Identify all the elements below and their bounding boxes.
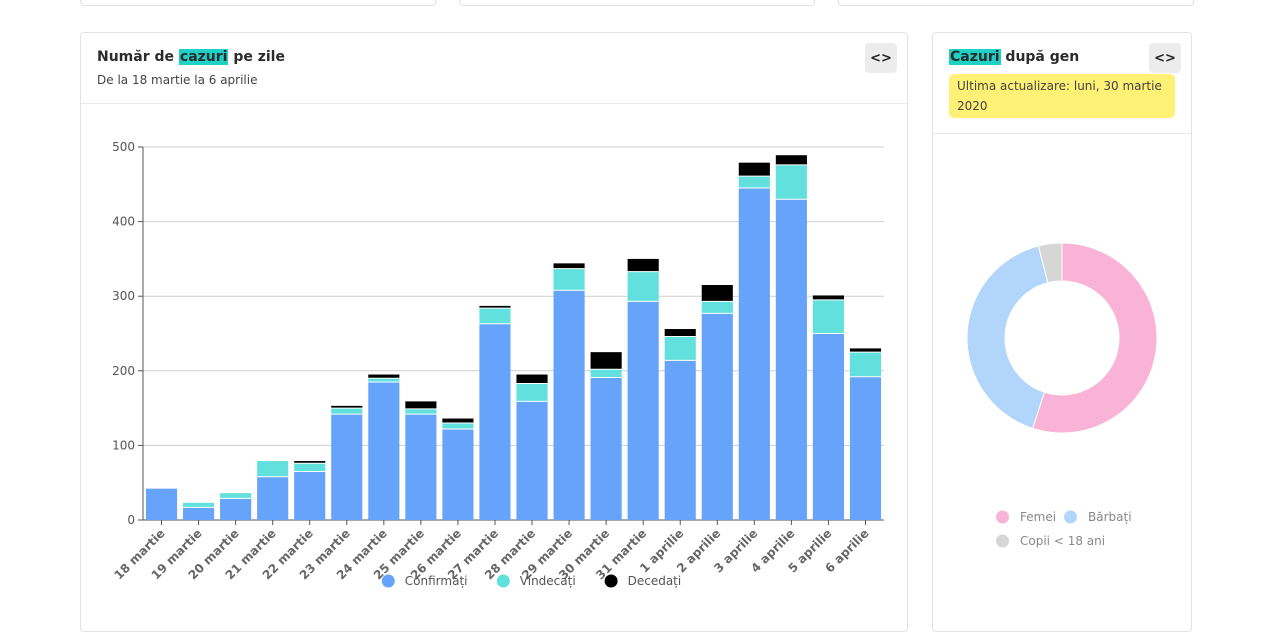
bar-segment	[627, 301, 659, 520]
summary-card-2	[459, 0, 815, 6]
bar-segment	[775, 199, 807, 520]
legend-label: Confirmați	[405, 574, 468, 588]
bar-segment	[701, 285, 733, 302]
title-highlight: Cazuri	[949, 49, 1001, 65]
daily-cases-card: Număr de cazuri pe zile De la 18 martie …	[80, 32, 908, 632]
bar-segment	[442, 418, 474, 424]
bar-segment	[479, 305, 511, 309]
y-tick-label: 500	[112, 140, 135, 154]
daily-cases-header: Număr de cazuri pe zile De la 18 martie …	[81, 33, 907, 104]
legend-label: Vindecați	[520, 574, 576, 588]
daily-cases-subtitle: De la 18 martie la 6 aprilie	[97, 73, 258, 87]
bar-segment	[553, 290, 585, 520]
last-update-badge: Ultima actualizare: luni, 30 martie 2020	[949, 74, 1175, 118]
bar-segment	[664, 336, 696, 361]
gender-donut-chart: Femei Bărbați Copii < 18 ani	[966, 242, 1158, 548]
bar-segment	[257, 476, 289, 520]
y-tick-label: 0	[127, 513, 135, 527]
bar-segment	[516, 383, 548, 402]
donut-slice	[966, 245, 1049, 429]
legend-label: Bărbați	[1088, 510, 1132, 524]
bar-segment	[738, 188, 770, 520]
bar-segment	[627, 258, 659, 272]
bar-segment	[294, 463, 326, 472]
y-tick-label: 200	[112, 364, 135, 378]
bar-segment	[220, 493, 252, 499]
legend-swatch	[1064, 510, 1077, 524]
bar-segment	[812, 295, 844, 300]
bar-segment	[812, 333, 844, 520]
title-text-after: pe zile	[228, 49, 285, 65]
legend-swatch	[996, 510, 1009, 524]
bar-segment	[849, 348, 882, 353]
legend-swatch	[381, 574, 395, 588]
bar-segment	[627, 271, 659, 302]
embed-code-button[interactable]: <>	[1149, 43, 1181, 73]
bar-segment	[442, 423, 474, 429]
legend-swatch	[996, 534, 1009, 548]
summary-card-1	[80, 0, 436, 6]
bar-segment	[368, 374, 400, 379]
bar-segment	[849, 352, 882, 377]
legend-label: Femei	[1020, 510, 1056, 524]
donut-slice	[1037, 242, 1063, 284]
bar-segment	[405, 401, 437, 409]
bar-segment	[220, 498, 252, 520]
embed-code-button[interactable]: <>	[865, 43, 897, 73]
bar-segment	[590, 369, 622, 378]
bar-segment	[442, 428, 474, 520]
bar-segment	[849, 376, 882, 520]
bar-segment	[701, 301, 733, 314]
bar-segment	[738, 162, 770, 177]
legend-label: Decedați	[628, 574, 682, 588]
bar-segment	[738, 176, 770, 189]
bar-segment	[664, 329, 696, 337]
bar-segment	[664, 360, 696, 520]
code-icon: <>	[870, 50, 892, 66]
gender-cases-card: Cazuri după gen <> Ultima actualizare: l…	[932, 32, 1192, 632]
y-tick-label: 300	[112, 289, 135, 303]
gender-cases-title: Cazuri după gen	[949, 49, 1079, 65]
bar-segment	[590, 377, 622, 520]
bar-segment	[294, 471, 326, 520]
summary-card-3	[838, 0, 1194, 6]
legend-swatch	[496, 574, 510, 588]
code-icon: <>	[1154, 50, 1176, 66]
bar-segment	[405, 414, 437, 520]
bar-segment	[516, 401, 548, 520]
title-text-before: Număr de	[97, 49, 179, 65]
bar-segment	[331, 408, 363, 415]
title-highlight: cazuri	[178, 49, 229, 65]
bar-segment	[331, 405, 363, 409]
bar-segment	[479, 323, 511, 520]
bar-segment	[775, 164, 807, 200]
bar-segment	[701, 313, 733, 520]
donut-slice	[1032, 242, 1158, 434]
gender-cases-header: Cazuri după gen <> Ultima actualizare: l…	[933, 33, 1191, 134]
bar-segment	[590, 352, 622, 370]
bar-segment	[368, 381, 400, 520]
bar-segment	[145, 488, 178, 520]
bar-segment	[183, 502, 215, 508]
bar-segment	[479, 308, 511, 324]
legend-label: Copii < 18 ani	[1020, 534, 1105, 548]
legend-swatch	[604, 574, 618, 588]
bar-segment	[553, 263, 585, 269]
bar-segment	[775, 155, 807, 165]
bar-segment	[183, 507, 215, 520]
bar-segment	[516, 374, 548, 384]
daily-cases-title: Număr de cazuri pe zile	[97, 49, 285, 65]
title-text-after: după gen	[1000, 49, 1080, 65]
y-tick-label: 400	[112, 215, 135, 229]
bar-segment	[257, 461, 289, 477]
bar-segment	[294, 461, 326, 464]
bar-segment	[331, 414, 363, 520]
bar-segment	[405, 408, 437, 415]
bar-segment	[812, 299, 844, 334]
y-tick-label: 100	[112, 438, 135, 452]
bar-segment	[368, 378, 400, 382]
bar-segment	[553, 268, 585, 291]
